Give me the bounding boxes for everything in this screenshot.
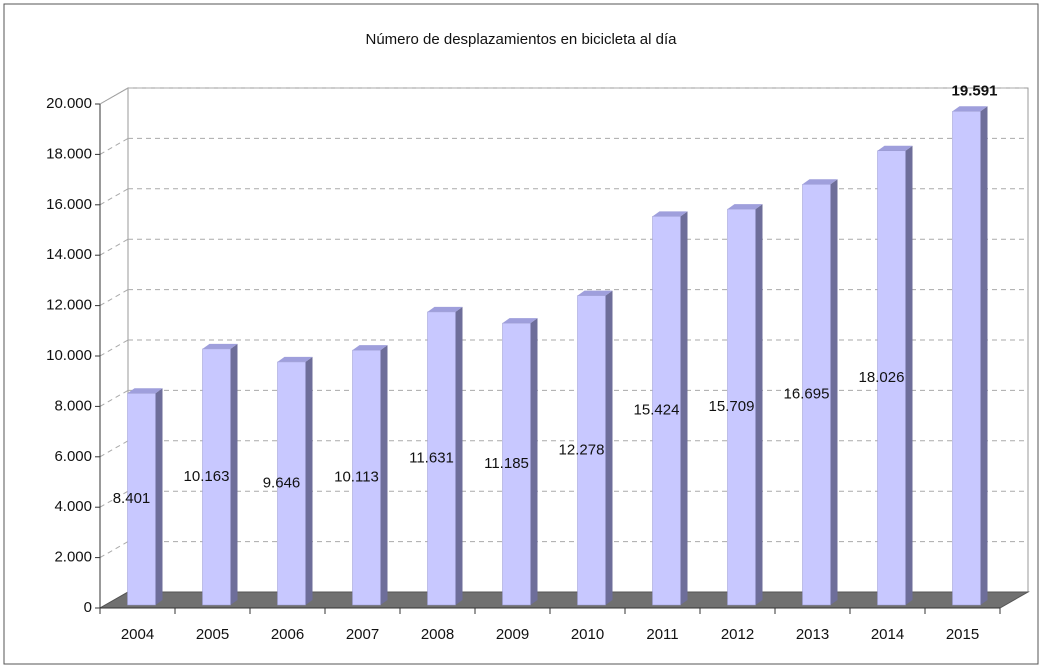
data-label: 8.401 [113,490,151,507]
data-label: 15.709 [709,398,755,415]
bar-top [352,345,388,351]
data-label: 11.185 [484,455,529,472]
bar [202,348,231,606]
y-tick-label: 8.000 [54,397,92,414]
y-tick-label: 6.000 [54,448,92,465]
data-label: 10.113 [334,469,379,486]
bar-top [577,290,613,296]
bar [727,208,756,606]
data-label: 10.163 [184,468,230,485]
bar-top [427,306,463,312]
data-label: 12.278 [559,441,605,458]
x-tick-label: 2015 [946,626,979,643]
data-label: 18.026 [859,369,905,386]
side-wall [99,87,129,609]
y-tick-label: 2.000 [54,549,92,566]
bar-side [605,290,613,605]
x-tick-label: 2014 [871,626,904,643]
bar-side [305,356,313,605]
bar [502,322,531,606]
y-tick-label: 10.000 [46,347,92,364]
x-tick-label: 2011 [646,626,678,643]
y-tick-label: 16.000 [46,196,92,213]
chart-title: Número de desplazamientos en bicicleta a… [365,31,677,48]
bar-side [230,343,238,605]
bar [652,216,681,606]
y-tick-label: 12.000 [46,297,92,314]
bar-side [680,211,688,606]
bar [577,295,606,606]
bar [277,361,306,606]
data-label: 9.646 [263,474,301,491]
bar-side [830,179,838,605]
bar [952,111,981,606]
bar-top [202,343,238,349]
x-tick-label: 2009 [496,626,529,643]
data-label: 11.631 [409,449,454,466]
y-tick-label: 0 [84,599,92,616]
x-tick-label: 2006 [271,626,304,643]
x-tick-label: 2010 [571,626,604,643]
bar-side [455,306,463,605]
bar-side [755,204,763,606]
bar-top [727,204,763,210]
y-tick-label: 18.000 [46,145,92,162]
y-tick-label: 20.000 [46,95,92,112]
x-tick-label: 2005 [196,626,229,643]
bar-side [980,106,988,606]
data-label: 19.591 [952,82,998,99]
x-tick-label: 2008 [421,626,454,643]
data-label: 15.424 [634,402,680,419]
bar-side [155,388,163,605]
bar-top [127,388,163,394]
x-tick-label: 2004 [121,626,154,643]
y-tick-label: 14.000 [46,246,92,263]
bar-side [530,318,538,605]
bar-top [277,356,313,362]
bar-side [905,145,913,605]
bar-side [380,345,388,605]
bar-top [877,145,913,151]
bar [427,311,456,606]
bar [127,393,156,606]
bar-top [502,318,538,324]
x-tick-label: 2012 [721,626,754,643]
data-label: 16.695 [784,386,830,403]
bar-top [952,106,988,112]
bar-top [802,179,838,185]
bar [352,349,381,606]
bar-top [652,211,688,217]
x-tick-label: 2013 [796,626,829,643]
y-tick-label: 4.000 [54,498,92,515]
x-tick-label: 2007 [346,626,379,643]
bar [802,184,831,606]
bar [877,150,906,606]
